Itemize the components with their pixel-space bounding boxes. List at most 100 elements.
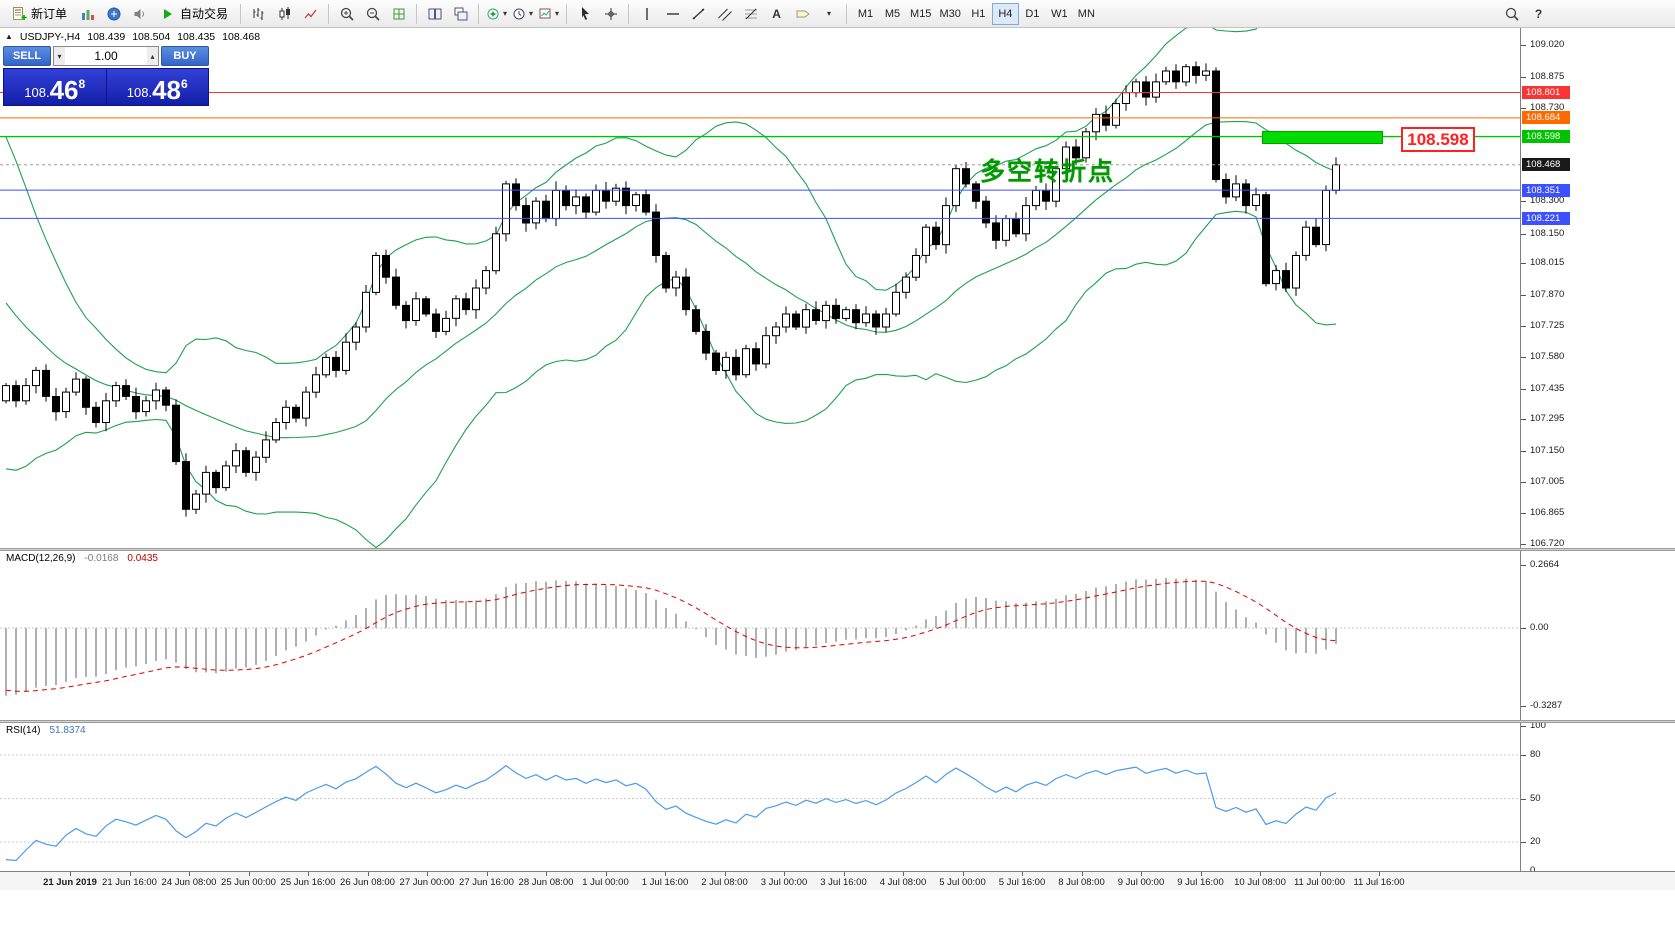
search-icon bbox=[1505, 7, 1519, 21]
time-axis[interactable]: 21 Jun 2019 21 Jun 16:00 24 Jun 08:00 25 Ju… bbox=[0, 871, 1675, 890]
rsi-name: RSI(14) bbox=[6, 725, 41, 736]
time-tick bbox=[843, 872, 845, 876]
rsi-panel[interactable]: RSI(14) 51.8374 bbox=[0, 723, 1520, 871]
cursor-button[interactable] bbox=[572, 2, 597, 26]
new-order-button[interactable]: 新订单 bbox=[4, 2, 74, 26]
bar-chart-button[interactable] bbox=[246, 2, 271, 26]
autotrading-label: 自动交易 bbox=[180, 7, 229, 21]
label-tool-button[interactable] bbox=[790, 2, 815, 26]
time-label: 1 Jul 16:00 bbox=[641, 877, 689, 888]
grid-button[interactable] bbox=[386, 2, 411, 26]
shapes-dropdown-button[interactable]: ▾ bbox=[816, 2, 841, 26]
axis-tick: 106.865 bbox=[1521, 507, 1564, 519]
macd-name: MACD(12,26,9) bbox=[6, 553, 76, 564]
rsi-line bbox=[5, 764, 1337, 862]
sell-button[interactable]: SELL bbox=[3, 46, 51, 66]
axis-tick: -0.3287 bbox=[1521, 700, 1562, 712]
timeframe-m1[interactable]: M1 bbox=[852, 3, 879, 25]
chart-profiles-button[interactable] bbox=[75, 2, 100, 26]
vertical-line-button[interactable] bbox=[634, 2, 659, 26]
time-label: 9 Jul 16:00 bbox=[1177, 877, 1224, 888]
line-chart-icon bbox=[304, 9, 317, 18]
time-tick bbox=[248, 872, 250, 876]
cascade-windows-button[interactable] bbox=[448, 2, 473, 26]
periods-dropdown-button[interactable]: ▾ bbox=[510, 2, 535, 26]
price-marker: 108.468 bbox=[1522, 158, 1570, 172]
price-axis[interactable]: 109.020 108.875 108.730 108.300 108.150 108.0… bbox=[1520, 28, 1675, 876]
timeframe-group: M1 M5 M15 M30 H1 H4 D1 W1 MN bbox=[852, 2, 1100, 25]
horizontal-lines[interactable] bbox=[0, 92, 1520, 219]
price-chart-canvas[interactable] bbox=[0, 28, 1520, 548]
timeframe-mn[interactable]: MN bbox=[1073, 3, 1100, 25]
help-button[interactable]: ? bbox=[1526, 2, 1551, 26]
new-order-icon bbox=[13, 6, 27, 20]
main-chart-panel[interactable]: ▲ USDJPY-,H4 108.439 108.504 108.435 108… bbox=[0, 28, 1520, 548]
horizontal-line-button[interactable] bbox=[660, 2, 685, 26]
panel-separator[interactable] bbox=[0, 548, 1675, 551]
zoom-in-button[interactable] bbox=[334, 2, 359, 26]
volume-increase-button[interactable]: ▴ bbox=[146, 47, 158, 65]
line-chart-button[interactable] bbox=[298, 2, 323, 26]
buy-price-display[interactable]: 108. 48 6 bbox=[106, 69, 208, 105]
candlestick-chart-button[interactable] bbox=[272, 2, 297, 26]
ohlc-high: 108.504 bbox=[132, 31, 171, 43]
text-tool-button[interactable]: A bbox=[764, 2, 789, 26]
sell-price-base: 108. bbox=[24, 85, 50, 100]
time-label: 4 Jul 08:00 bbox=[879, 877, 927, 888]
volume-decrease-button[interactable]: ▾ bbox=[54, 47, 66, 65]
axis-tick: 108.730 bbox=[1521, 102, 1564, 114]
price-callout[interactable]: 108.598 bbox=[1401, 127, 1475, 152]
macd-canvas[interactable] bbox=[0, 551, 1520, 720]
tile-windows-button[interactable] bbox=[422, 2, 447, 26]
timeframe-m5[interactable]: M5 bbox=[879, 3, 906, 25]
axis-tick: 108.015 bbox=[1521, 257, 1564, 269]
timeframe-m15[interactable]: M15 bbox=[906, 3, 935, 25]
highlight-rectangle[interactable] bbox=[1262, 131, 1383, 144]
ohlc-low: 108.435 bbox=[177, 31, 216, 43]
chart-profiles-icon bbox=[81, 9, 94, 20]
autotrading-button[interactable]: 自动交易 bbox=[153, 2, 235, 26]
time-tick bbox=[189, 872, 190, 876]
toolbar-separator bbox=[846, 3, 848, 24]
buy-button[interactable]: BUY bbox=[161, 46, 209, 66]
zoom-out-button[interactable] bbox=[360, 2, 385, 26]
buy-price-pips: 48 bbox=[152, 75, 182, 105]
time-label: 28 Jun 08:00 bbox=[518, 877, 574, 888]
rsi-canvas[interactable] bbox=[0, 723, 1520, 871]
time-tick bbox=[1260, 872, 1261, 876]
toolbar-separator bbox=[478, 3, 480, 24]
timeframe-d1[interactable]: D1 bbox=[1019, 3, 1046, 25]
indicators-dropdown-button[interactable]: ▾ bbox=[484, 2, 509, 26]
templates-dropdown-button[interactable]: ▾ bbox=[536, 2, 561, 26]
time-label: 3 Jul 00:00 bbox=[760, 877, 808, 888]
time-label: 3 Jul 16:00 bbox=[820, 877, 867, 888]
grid-icon bbox=[393, 8, 405, 19]
timeframe-h4[interactable]: H4 bbox=[991, 2, 1019, 25]
fibonacci-button[interactable] bbox=[738, 2, 763, 26]
candles bbox=[2, 61, 1340, 517]
volume-input[interactable] bbox=[65, 47, 147, 65]
search-button[interactable] bbox=[1499, 2, 1524, 26]
market-watch-button[interactable] bbox=[101, 2, 126, 26]
sell-price-display[interactable]: 108. 46 8 bbox=[4, 69, 107, 105]
macd-main-value: -0.0168 bbox=[84, 553, 119, 564]
time-tick bbox=[427, 872, 428, 876]
trendline-button[interactable] bbox=[686, 2, 711, 26]
sound-button[interactable] bbox=[127, 2, 152, 26]
clock-icon bbox=[513, 8, 525, 19]
timeframe-w1[interactable]: W1 bbox=[1046, 3, 1073, 25]
crosshair-button[interactable] bbox=[598, 2, 623, 26]
cascade-windows-icon bbox=[454, 7, 468, 20]
sell-price-pips: 46 bbox=[49, 75, 79, 105]
turning-point-annotation[interactable]: 多空转折点 bbox=[980, 158, 1116, 186]
channel-button[interactable] bbox=[712, 2, 737, 26]
template-icon bbox=[539, 8, 551, 18]
timeframe-m30[interactable]: M30 bbox=[935, 3, 964, 25]
time-tick bbox=[665, 872, 666, 876]
panel-separator[interactable] bbox=[0, 720, 1675, 723]
time-label: 26 Jun 08:00 bbox=[340, 877, 395, 888]
timeframe-h1[interactable]: H1 bbox=[965, 3, 992, 25]
macd-panel[interactable]: MACD(12,26,9) -0.0168 0.0435 bbox=[0, 551, 1520, 720]
time-tick bbox=[546, 872, 547, 876]
